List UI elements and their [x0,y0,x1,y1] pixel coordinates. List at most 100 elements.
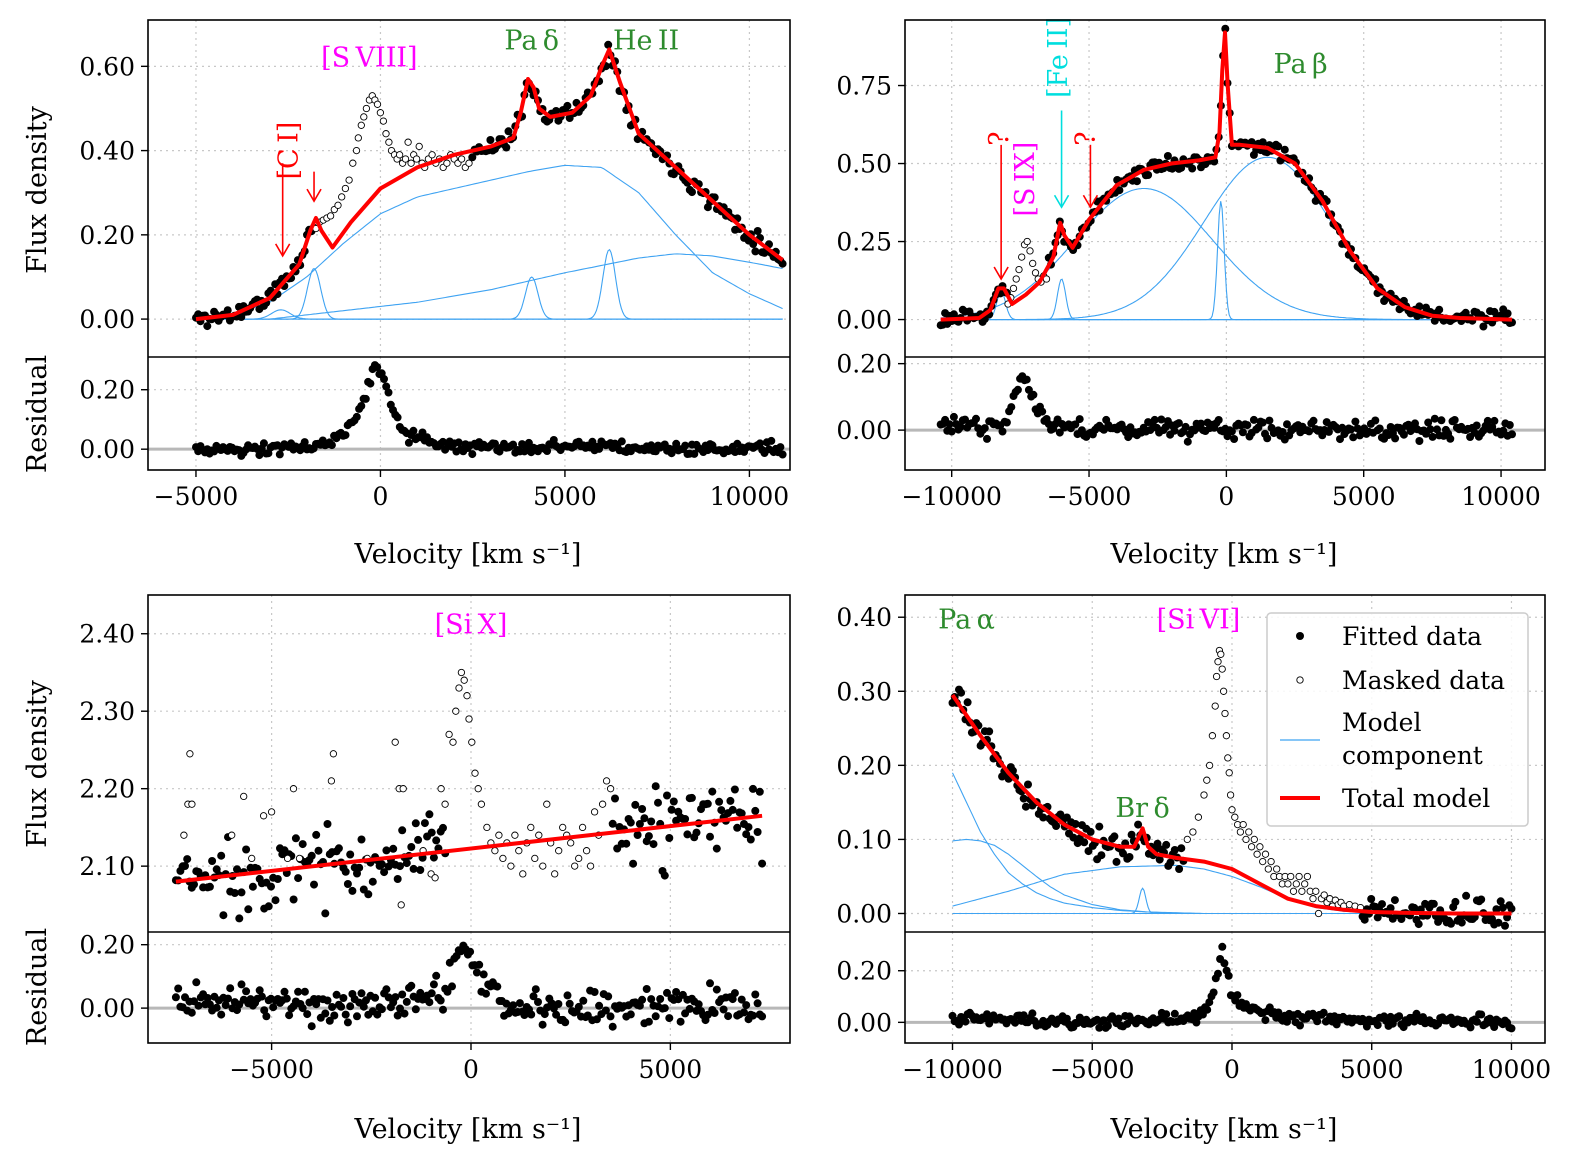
panel-c-masked-point [606,785,615,793]
panel-b-arrow-head-0 [993,266,1009,281]
panel-c-fitted-point [393,875,402,883]
panel-c-residual-point [171,993,180,1002]
panel-c-fitted-point [389,844,398,853]
panel-c-residual-point [742,1001,751,1010]
panel-c-fitted-point [439,823,447,832]
panel-c-residual-point [425,998,434,1007]
panel-a-masked-point [465,159,473,167]
panel-b-residual-point [1258,418,1267,427]
panel-d-residual-point [1103,1021,1112,1030]
panel-c-fitted-point [323,820,332,828]
panel-c-fitted-point [755,787,764,796]
panel-d-rtick-label-1: 0.20 [836,957,892,986]
panel-c-masked-point [259,812,268,820]
panel-d-residual-point [1274,1008,1283,1017]
panel-c-fitted-point [271,896,280,905]
panel-a-residual-point [681,441,690,450]
panel-d-ytick-label-0: 0.00 [836,899,892,928]
panel-a-residual-point [341,431,350,440]
panel-c-masked-point [535,831,543,839]
panel-c-fitted-point [310,880,318,889]
panel-c-residual-point [527,1010,536,1019]
panel-c-masked-point [188,800,196,808]
panel-d-residual-point [1011,1018,1020,1027]
panel-d-residual-point [1261,1016,1270,1025]
panel-c-rtick-label-1: 0.20 [79,931,135,960]
panel-a-fitted-point [502,143,511,152]
panel-d-fitted-point [1462,891,1471,900]
panel-d-masked-point [1236,828,1245,836]
panel-a-masked-data [312,92,473,233]
panel-a-residual-point [509,440,518,449]
panel-c-residual-point [343,1018,352,1027]
panel-c-residual-point [592,1015,601,1024]
panel-c-residual-point [719,1005,728,1014]
panel-c-xtick-label-0: −5000 [229,1055,314,1084]
panel-c-residual-label: Residual [22,928,53,1046]
panel-a-model-component-5 [196,248,783,320]
panel-c-residual-point [529,992,538,1001]
panel-d-masked-point [1292,880,1300,888]
panel-b-annotation-0: Pa β [1274,49,1328,80]
panel-c-annotation-0: [Si X] [435,610,508,641]
panel-a-masked-point [376,109,385,117]
panel-d-masked-point [1284,880,1292,888]
panel-c-ytick-label-1: 2.20 [79,775,135,804]
panel-d-masked-point [1301,880,1309,888]
panel-a-residual-point [404,438,413,447]
panel-c-fitted-point [737,809,746,818]
panel-d-fitted-point [1155,855,1164,864]
panel-c-residual-point [411,1005,420,1014]
panel-c-fitted-point [726,796,735,805]
panel-c-residual-point [280,987,289,996]
panel-b-residual-point [1174,419,1183,428]
panel-c-fitted-point [626,818,635,827]
panel-d-masked-point [1203,776,1211,784]
panel-c-residual-point [579,996,588,1005]
panel-c-residual-point [224,994,232,1003]
panel-c-residual-point [472,968,481,977]
panel-b-residual-point [1488,423,1497,431]
panel-c-masked-point [391,738,399,746]
panel-c-fitted-point [181,862,189,870]
panel-c-fitted-point [728,805,737,814]
legend-masked-label: Masked data [1342,666,1505,695]
panel-c-fitted-point [402,859,411,868]
panel-b-residual-point [1446,434,1455,443]
panel-c-fitted-point [248,882,257,891]
panel-d-masked-point [1225,769,1233,777]
panel-c-fitted-point [343,880,352,888]
panel-c-fitted-point [692,828,701,837]
panel-c-residual-point [574,1002,583,1011]
panel-b-residual-point [1263,434,1272,443]
panel-c-fitted-point [427,828,436,837]
panel-c-masked-data [180,668,615,909]
panel-b-residual-point [1508,430,1516,439]
panel-c-residual-point [728,995,737,1004]
panel-b-xtick-label-2: 0 [1218,482,1234,511]
legend-component-label-2: component [1342,741,1483,770]
panel-c-residual-point [737,995,746,1004]
panel-c-residual-point [712,985,721,994]
panel-d-fitted-point [957,688,966,697]
panel-c-masked-point [449,738,457,746]
panel-c-fitted-point [368,877,377,886]
panel-b-masked-point [1026,247,1034,255]
panel-c-masked-point [571,862,579,870]
panel-c-residual-point [694,1000,703,1009]
panel-d-ytick-label-4: 0.40 [836,603,892,632]
panel-a-annotation-3: [C I] [273,122,304,180]
panel-c-residual-point [400,1009,409,1018]
panel-a-xtick-label-1: 0 [372,482,388,511]
panel-b-residual-point [1146,426,1155,434]
panel-b-masked-point [1012,275,1020,283]
panel-c-masked-point [586,862,595,870]
panel-c-residual-point [749,1011,757,1020]
panel-a-residual-point [778,450,787,459]
panel-c-masked-point [539,862,547,870]
panel-c-residual-data [171,941,767,1031]
panel-a-residual-point [275,450,284,459]
panel-b-residual-point [1399,430,1408,439]
panel-d-fitted-point [1378,900,1386,909]
panel-c-masked-point [555,847,563,855]
